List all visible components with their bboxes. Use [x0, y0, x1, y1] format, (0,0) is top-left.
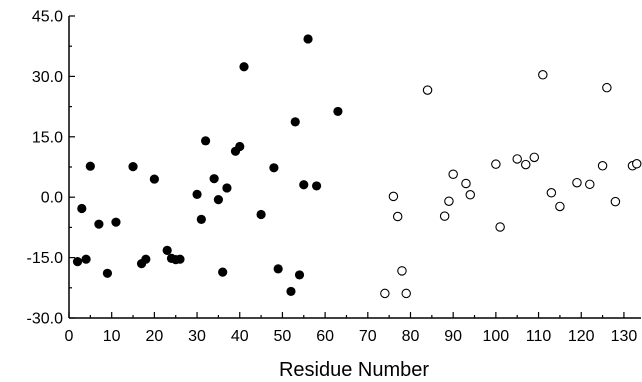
filled-data-point — [209, 174, 219, 184]
tick-labels: -30.0 -15.0 0.0 15.0 30.0 45.0 0 10 20 30 40 50 60 70… — [27, 9, 638, 346]
filled-data-point — [175, 254, 185, 264]
x-tick-label: 10 — [103, 328, 121, 345]
axes — [68, 15, 641, 319]
x-tick-label: 70 — [359, 328, 377, 345]
filled-data-point — [290, 117, 300, 127]
open-data-point — [397, 266, 407, 276]
x-tick-label: 30 — [188, 328, 206, 345]
filled-data-point — [218, 267, 228, 277]
filled-data-point — [294, 270, 305, 280]
open-data-point — [380, 288, 390, 299]
open-data-point — [538, 70, 548, 80]
filled-data-point — [222, 183, 232, 193]
filled-data-point — [94, 219, 104, 229]
open-data-point — [529, 152, 540, 163]
x-tick-label: 60 — [316, 328, 334, 345]
open-data-point — [465, 190, 476, 200]
x-tick-label: 40 — [231, 328, 249, 345]
filled-data-point — [303, 34, 313, 44]
open-data-point — [572, 177, 582, 188]
x-tick-label: 110 — [526, 328, 552, 345]
open-data-point — [610, 196, 621, 207]
x-tick-label: 20 — [145, 328, 163, 345]
x-tick-label: 80 — [402, 328, 420, 345]
filled-data-point — [333, 106, 343, 117]
filled-data-point — [72, 257, 83, 267]
y-tick-label: -15.0 — [27, 250, 64, 267]
y-tick-label: 0.0 — [41, 190, 63, 207]
filled-data-point — [200, 136, 211, 146]
open-data-point — [546, 188, 557, 198]
open-data-point — [388, 191, 399, 202]
filled-data-point — [128, 161, 138, 172]
open-data-point — [439, 211, 450, 221]
filled-data-point — [141, 254, 151, 264]
open-data-point — [555, 201, 565, 212]
filled-data-point — [239, 62, 249, 72]
filled-data-point — [311, 181, 322, 191]
x-tick-label: 0 — [65, 328, 74, 345]
x-tick-label: 120 — [568, 328, 595, 345]
x-tick-label: 90 — [444, 328, 462, 345]
filled-data-point — [149, 174, 159, 184]
filled-data-point — [111, 217, 121, 227]
filled-data-point — [162, 245, 172, 255]
filled-data-point — [273, 264, 283, 274]
x-axis-title: Residue Number — [279, 359, 429, 381]
open-data-point — [512, 154, 522, 164]
filled-data-point — [235, 141, 245, 152]
filled-data-point — [102, 268, 113, 278]
filled-data-point — [192, 189, 202, 199]
open-data-point — [461, 178, 471, 189]
open-data-point — [520, 159, 531, 170]
x-tick-label: 130 — [611, 328, 638, 345]
y-tick-label: -30.0 — [27, 311, 64, 328]
filled-data-point — [256, 209, 266, 220]
open-data-point — [585, 179, 595, 190]
open-data-point — [597, 161, 608, 171]
open-data-point — [495, 222, 505, 232]
filled-data-point — [269, 163, 279, 173]
filled-data-point — [286, 286, 296, 297]
open-data-point — [392, 211, 403, 222]
open-data-point — [602, 82, 612, 93]
open-data-point — [401, 288, 411, 299]
y-tick-label: 15.0 — [32, 129, 63, 146]
x-tick-label: 50 — [274, 328, 292, 345]
y-tick-label: 30.0 — [32, 69, 63, 86]
filled-data-point — [196, 214, 206, 224]
filled-data-point — [81, 254, 91, 264]
open-data-point — [422, 85, 433, 95]
open-data-point — [448, 169, 458, 179]
filled-data-point — [85, 161, 95, 171]
filled-data-point — [77, 203, 87, 214]
filled-data-point — [299, 180, 309, 190]
y-tick-label: 45.0 — [32, 9, 63, 26]
data-points — [72, 34, 642, 299]
open-data-point — [491, 159, 501, 169]
x-tick-label: 100 — [483, 328, 510, 345]
open-data-point — [444, 196, 454, 206]
open-data-point — [631, 159, 642, 169]
filled-data-point — [213, 195, 224, 205]
